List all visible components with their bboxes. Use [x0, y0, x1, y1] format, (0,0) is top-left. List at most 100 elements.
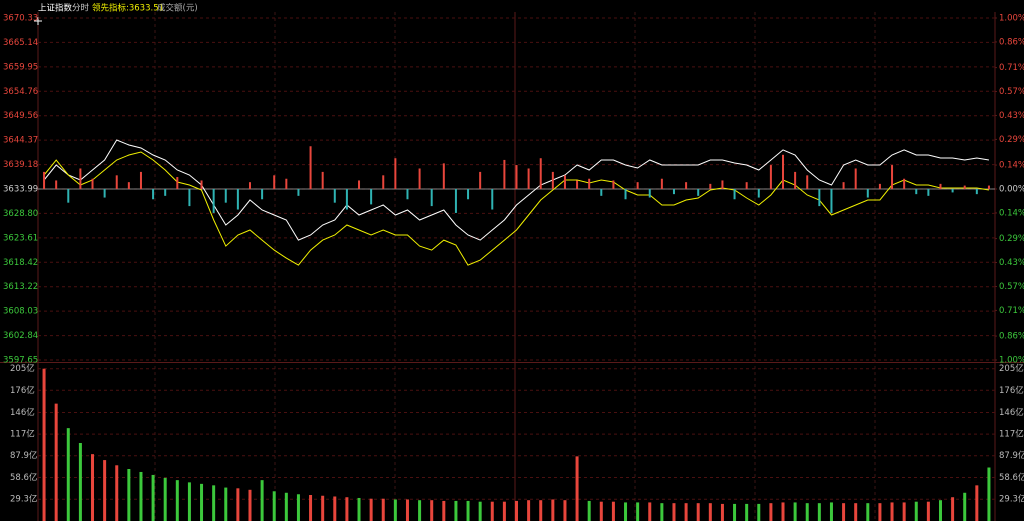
breadth-bar — [370, 189, 373, 205]
breadth-bar — [563, 175, 566, 189]
volume-bar — [296, 494, 300, 521]
breadth-bar — [55, 180, 58, 189]
breadth-bar — [164, 189, 167, 196]
volume-bar — [163, 477, 167, 521]
volume-bar — [393, 499, 397, 521]
volume-bar — [951, 497, 955, 521]
breadth-bar — [479, 171, 482, 189]
breadth-bar — [624, 189, 627, 200]
volume-bar — [345, 497, 349, 521]
breadth-bar — [467, 189, 470, 200]
breadth-bar — [866, 189, 869, 198]
breadth-bar — [297, 189, 300, 196]
volume-bar — [733, 503, 737, 521]
breadth-bar — [248, 182, 251, 189]
volume-bar — [260, 480, 264, 521]
breadth-bar — [491, 189, 494, 210]
volume-bar — [878, 503, 882, 521]
volume-bar — [793, 502, 797, 521]
breadth-bar — [576, 180, 579, 189]
volume-bar — [866, 503, 870, 521]
volume-bar — [624, 502, 628, 521]
indicator-legend: 领先指标:3633.51 — [92, 3, 164, 14]
y2-tick-label: 0.14% — [999, 161, 1024, 171]
breadth-bar — [854, 168, 857, 189]
breadth-bar — [830, 189, 833, 213]
y2-tick-label: 0.29% — [999, 234, 1024, 244]
breadth-bar — [236, 189, 239, 210]
breadth-bar — [757, 189, 760, 198]
y2-tick-label: 176亿 — [999, 385, 1024, 396]
y-tick-label: 3654.76 — [3, 87, 38, 97]
breadth-bar — [697, 189, 700, 196]
volume-bar — [745, 503, 749, 521]
breadth-bar — [903, 178, 906, 189]
breadth-bar — [648, 189, 651, 198]
breadth-bar — [660, 178, 663, 189]
volume-bar — [212, 485, 216, 521]
breadth-bar — [987, 185, 990, 189]
breadth-bar — [212, 189, 215, 213]
breadth-bar — [891, 165, 894, 189]
y-tick-label: 3628.80 — [3, 209, 38, 219]
volume-bar — [502, 501, 506, 521]
breadth-bar — [454, 189, 457, 213]
volume-bar — [890, 502, 894, 521]
volume-bar — [139, 471, 143, 521]
breadth-bar — [939, 183, 942, 189]
volume-bar — [563, 500, 567, 521]
breadth-bar — [309, 146, 312, 189]
breadth-bar — [915, 189, 918, 195]
y2-tick-label: 0.57% — [999, 282, 1024, 292]
volume-bar — [599, 501, 603, 521]
y-tick-label: 3665.14 — [3, 38, 38, 48]
volume-bar — [708, 503, 712, 521]
y-tick-label: 3670.33 — [3, 14, 38, 24]
y2-tick-label: 0.00% — [999, 185, 1024, 195]
volume-bar — [902, 502, 906, 521]
y-tick-label: 3644.37 — [3, 136, 38, 146]
y-tick-label: 3608.03 — [3, 307, 38, 317]
y2-tick-label: 205亿 — [999, 363, 1024, 374]
breadth-bar — [975, 189, 978, 195]
y-tick-label: 87.9亿 — [10, 450, 37, 461]
breadth-bar — [43, 171, 46, 189]
breadth-bar — [951, 189, 954, 193]
volume-bar — [636, 502, 640, 521]
volume-bar — [309, 495, 313, 521]
volume-bar — [720, 503, 724, 521]
breadth-bar — [333, 189, 336, 203]
breadth-bar — [527, 168, 530, 189]
time-dividers — [154, 12, 876, 521]
volume-bar — [854, 503, 858, 521]
breadth-bar — [818, 189, 821, 207]
volume-bar — [369, 498, 373, 521]
volume-bar — [684, 503, 688, 521]
breadth-bar — [418, 168, 421, 189]
volume-bar — [115, 465, 119, 521]
y-tick-label: 3639.18 — [3, 160, 38, 170]
breadth-bar — [285, 178, 288, 189]
y-tick-label: 3613.22 — [3, 282, 38, 292]
y-tick-label: 146亿 — [10, 407, 35, 418]
breadth-bar — [103, 189, 106, 198]
breadth-bar — [273, 175, 276, 189]
breadth-bar — [733, 189, 736, 200]
y2-tick-label: 0.86% — [999, 37, 1024, 47]
volume-bar — [914, 501, 918, 521]
y-tick-label: 3597.65 — [3, 356, 38, 366]
index-title: 上证指数 — [38, 3, 73, 14]
breadth-bar — [345, 189, 348, 210]
volume-bar — [781, 502, 785, 521]
volume-bar — [248, 489, 252, 521]
breadth-bar — [709, 183, 712, 189]
volume-bar — [272, 491, 276, 521]
volume-bar — [430, 500, 434, 521]
y-tick-label: 3649.56 — [3, 111, 38, 121]
volume-bar — [442, 500, 446, 521]
volume-bar — [357, 497, 361, 521]
breadth-bar — [551, 171, 554, 189]
volume-bar — [418, 500, 422, 521]
